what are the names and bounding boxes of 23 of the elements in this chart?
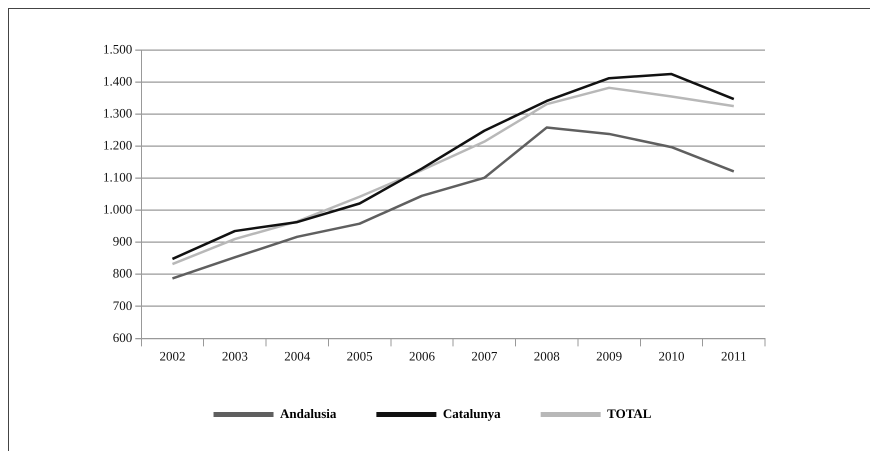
legend-label: Catalunya <box>442 406 502 421</box>
x-tick-label: 2002 <box>159 348 186 364</box>
legend-label: TOTAL <box>607 406 652 421</box>
y-tick-label: 1.200 <box>103 138 132 153</box>
y-tick-label: 700 <box>112 298 132 313</box>
x-tick-label: 2007 <box>471 348 498 364</box>
x-tick-label: 2009 <box>596 348 622 364</box>
y-tick-label: 1.100 <box>103 170 132 185</box>
y-tick-label: 600 <box>112 330 132 345</box>
x-tick-label: 2005 <box>346 348 373 364</box>
x-tick-label: 2010 <box>658 348 684 364</box>
y-tick-label: 800 <box>112 266 132 281</box>
y-tick-label: 900 <box>112 234 132 249</box>
x-tick-label: 2003 <box>222 348 248 364</box>
y-tick-label: 1.000 <box>103 202 132 217</box>
y-tick-label: 1.500 <box>103 41 132 56</box>
y-tick-label: 1.400 <box>103 73 132 88</box>
x-tick-label: 2004 <box>284 348 311 364</box>
x-tick-label: 2008 <box>534 348 560 364</box>
legend-label: Andalusia <box>280 406 337 421</box>
x-tick-label: 2006 <box>408 348 436 364</box>
x-tick-label: 2011 <box>721 348 747 364</box>
y-tick-label: 1.300 <box>103 106 132 121</box>
